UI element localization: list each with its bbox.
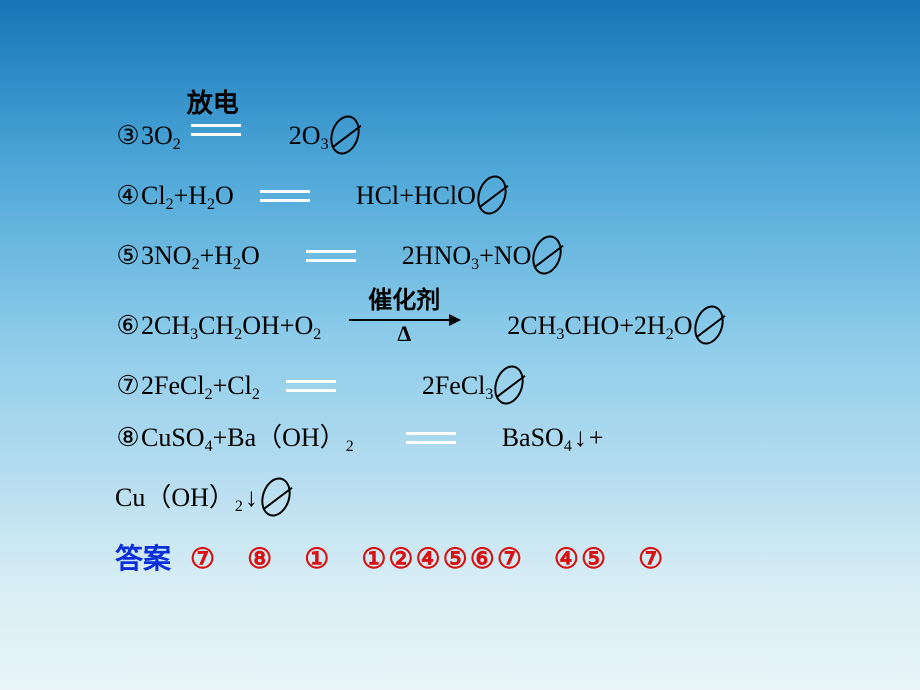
eq5-lhs-c: O [241,243,260,269]
catalyst-arrow: 催化剂 Δ [349,295,459,339]
eq6-rhs-a: 2CH [507,313,556,339]
equilibrium-icon [286,379,336,393]
equation-3: ③ 3O2 放电 2O3 [115,115,723,149]
eq8-line2-a: Cu（OH） [115,485,235,511]
eq5-rhs-a: 2HNO [402,243,471,269]
eq6-lhs-c: OH+O [242,313,313,339]
slide-content: ③ 3O2 放电 2O3 ④ Cl2 +H2 O HCl+HClO ⑤ 3NO2… [115,115,723,577]
precipitate-arrow-icon: ↓ [245,485,258,511]
eq7-num: ⑦ [115,373,141,399]
equation-7: ⑦ 2FeCl2 +Cl2 2FeCl3 [115,365,723,399]
eq6-rhs-c: O [674,313,693,339]
eq8-num: ⑧ [115,425,141,451]
equation-4: ④ Cl2 +H2 O HCl+HClO [115,175,723,209]
eq6-num: ⑥ [115,313,141,339]
eq8-lhs-b: +Ba（OH） [213,425,346,451]
delta-label: Δ [349,323,459,345]
eq3-lhs: 3O [141,123,173,149]
strike-oval-icon [689,302,728,349]
strike-oval-icon [490,362,529,409]
eq6-rhs-b: CHO+2H [564,313,665,339]
eq3-lhs-sub: 2 [173,137,181,153]
eq8-lhs-a: CuSO [141,425,205,451]
eq4-lhs-a: Cl [141,183,166,209]
eq6-lhs-a: 2CH [141,313,190,339]
eq3-reaction-symbol: 放电 [185,119,245,149]
strike-oval-icon [256,474,295,521]
eq8-rhs-a: BaSO [502,425,564,451]
catalyst-label: 催化剂 [349,289,459,313]
eq5-lhs-a: 3NO [141,243,192,269]
equation-8: ⑧ CuSO4 +Ba（OH）2 BaSO4 ↓ + [115,425,723,451]
answer-values: ⑦ ⑧ ① ①②④⑤⑥⑦ ④⑤ ⑦ [190,544,665,575]
equilibrium-icon [406,431,456,445]
eq4-lhs-c: O [215,183,234,209]
equation-5: ⑤ 3NO2 +H2 O 2HNO3 +NO [115,235,723,269]
strike-oval-icon [528,232,567,279]
eq5-lhs-b: +H [200,243,233,269]
equation-8-line2: Cu（OH）2 ↓ [115,477,723,511]
strike-oval-icon [472,172,511,219]
precipitate-arrow-icon: ↓ [574,425,587,451]
eq4-num: ④ [115,183,141,209]
eq4-lhs-b: +H [174,183,207,209]
eq3-rhs-sub: 3 [321,137,329,153]
eq7-rhs-a: 2FeCl [422,373,486,399]
eq5-rhs-b: +NO [479,243,531,269]
eq3-rhs: 2O [289,123,321,149]
eq8-rhs-b: + [589,425,604,451]
eq6-lhs-b: CH [198,313,234,339]
eq5-num: ⑤ [115,243,141,269]
equilibrium-icon [306,249,356,263]
discharge-label: 放电 [187,91,239,117]
equilibrium-icon [260,189,310,203]
strike-oval-icon [325,112,364,159]
eq7-lhs-a: 2FeCl [141,373,205,399]
answer-label: 答案 [115,544,171,575]
answer-row: 答案 ⑦ ⑧ ① ①②④⑤⑥⑦ ④⑤ ⑦ [115,537,723,577]
equation-6: ⑥ 2CH3 CH2 OH+O2 催化剂 Δ 2CH3 CHO+2H2 O [115,295,723,339]
equilibrium-icon [191,123,241,137]
eq3-num: ③ [115,123,141,149]
eq7-lhs-b: +Cl [213,373,252,399]
eq4-rhs: HCl+HClO [356,183,476,209]
